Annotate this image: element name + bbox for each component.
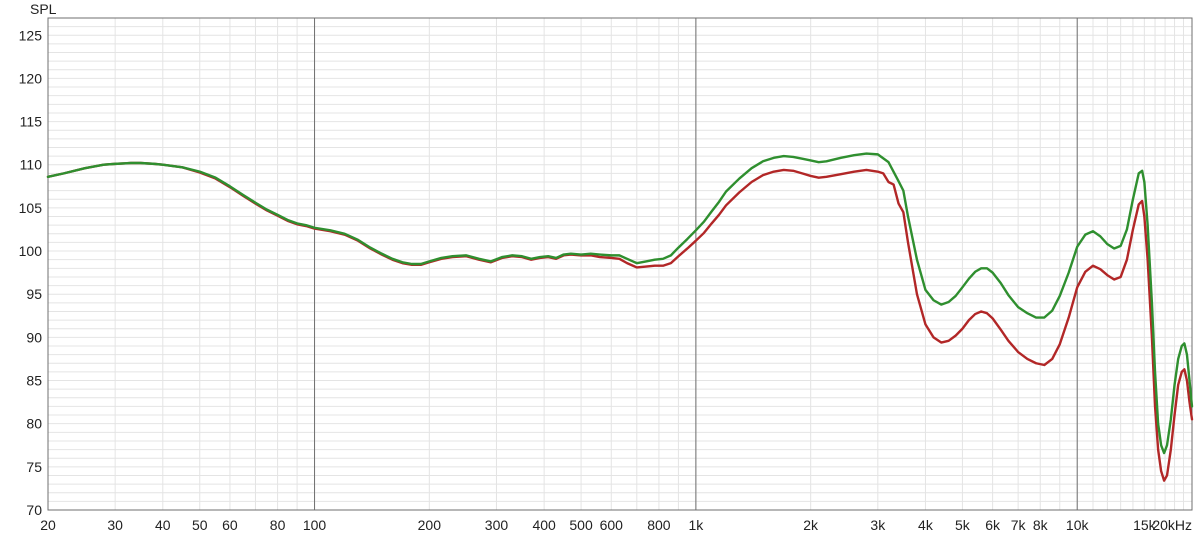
y-axis-label: SPL bbox=[30, 1, 57, 17]
x-tick-label: 5k bbox=[955, 517, 971, 533]
x-tick-label: 3k bbox=[870, 517, 886, 533]
x-tick-label: 20 bbox=[40, 517, 56, 533]
x-tick-label: 20kHz bbox=[1152, 517, 1192, 533]
y-tick-label: 105 bbox=[19, 200, 43, 216]
y-tick-label: 115 bbox=[20, 114, 43, 130]
x-tick-label: 80 bbox=[270, 517, 286, 533]
x-tick-label: 40 bbox=[155, 517, 171, 533]
x-tick-label: 300 bbox=[485, 517, 509, 533]
chart-svg: 70 75 80 85 90 95 100 105 110 115 120 125 SPL 20 30 40 5… bbox=[0, 0, 1200, 553]
y-tick-label: 110 bbox=[20, 157, 43, 173]
x-tick-label: 800 bbox=[647, 517, 671, 533]
x-tick-label: 200 bbox=[418, 517, 442, 533]
x-tick-label: 7k bbox=[1011, 517, 1027, 533]
y-tick-label: 90 bbox=[26, 329, 42, 345]
x-tick-label: 400 bbox=[532, 517, 556, 533]
x-tick-label: 100 bbox=[303, 517, 327, 533]
y-tick-label: 75 bbox=[26, 459, 42, 475]
frequency-response-chart: 70 75 80 85 90 95 100 105 110 115 120 125 SPL 20 30 40 5… bbox=[0, 0, 1200, 553]
y-tick-label: 100 bbox=[19, 243, 43, 259]
y-tick-label: 80 bbox=[26, 416, 42, 432]
x-tick-label: 4k bbox=[918, 517, 934, 533]
y-tick-label: 85 bbox=[26, 373, 42, 389]
y-tick-label: 125 bbox=[19, 27, 43, 43]
x-tick-label: 6k bbox=[985, 517, 1001, 533]
x-tick-label: 8k bbox=[1033, 517, 1049, 533]
x-tick-label: 600 bbox=[600, 517, 624, 533]
x-tick-label: 60 bbox=[222, 517, 238, 533]
y-tick-label: 95 bbox=[26, 286, 42, 302]
x-tick-label: 500 bbox=[569, 517, 593, 533]
y-tick-label: 70 bbox=[26, 502, 42, 518]
x-tick-label: 1k bbox=[688, 517, 704, 533]
x-tick-label: 2k bbox=[803, 517, 819, 533]
y-tick-label: 120 bbox=[19, 70, 43, 86]
x-tick-label: 30 bbox=[107, 517, 123, 533]
x-tick-label: 10k bbox=[1066, 517, 1090, 533]
x-tick-label: 50 bbox=[192, 517, 208, 533]
